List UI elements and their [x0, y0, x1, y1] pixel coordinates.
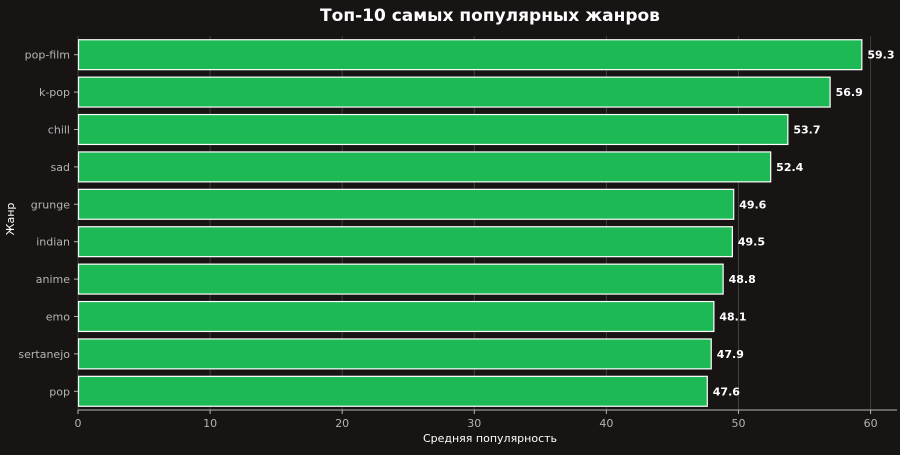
bar-emo [77, 300, 715, 333]
y-axis-label: Жанр [4, 203, 17, 236]
x-tick-label: 60 [864, 417, 878, 430]
value-label-grunge: 49.6 [739, 198, 766, 211]
value-label-indian: 49.5 [738, 236, 765, 249]
bar-grunge [77, 188, 735, 220]
y-tick-label-anime: anime [36, 273, 70, 286]
y-tick-label-pop: pop [49, 385, 70, 398]
bar-sad [77, 151, 772, 183]
chart-title: Топ-10 самых популярных жанров [320, 6, 660, 26]
y-tick-label-sertanejo: sertanejo [18, 348, 70, 361]
y-tick-label-k-pop: k-pop [39, 86, 70, 99]
value-label-pop-film: 59.3 [867, 49, 894, 62]
bar-pop-film [77, 39, 863, 71]
value-label-k-pop: 56.9 [836, 86, 863, 99]
x-tick-label: 0 [75, 417, 82, 430]
x-tick-label: 50 [731, 417, 745, 430]
bar-chill [77, 113, 789, 146]
x-tick-label: 20 [335, 417, 349, 430]
value-label-pop: 47.6 [713, 385, 740, 398]
x-tick-label: 40 [599, 417, 613, 430]
value-label-anime: 48.8 [729, 273, 756, 286]
y-tick-label-indian: indian [36, 236, 70, 249]
value-labels: 59.3 56.9 53.7 52.4 49.6 49.5 48.8 48.1 47.9 47.6 [713, 49, 895, 399]
y-tick-label-chill: chill [48, 124, 70, 137]
y-tick-label-pop-film: pop-film [25, 49, 70, 62]
x-axis-label: Средняя популярность [423, 432, 557, 445]
value-label-sad: 52.4 [776, 161, 803, 174]
y-tick-labels: pop-film k-pop chill sad grunge indian anime em… [18, 49, 78, 398]
value-label-sertanejo: 47.9 [717, 348, 744, 361]
bar-anime [77, 263, 724, 295]
y-tick-label-sad: sad [51, 161, 70, 174]
bar-pop [77, 375, 708, 407]
x-tick-label: 10 [203, 417, 217, 430]
x-tick-labels: 0 10 20 30 40 50 60 [75, 410, 878, 430]
bars [77, 39, 863, 407]
bar-indian [77, 226, 733, 258]
value-label-emo: 48.1 [719, 311, 746, 324]
y-tick-label-grunge: grunge [31, 198, 70, 211]
bar-k-pop [77, 76, 831, 108]
bar-sertanejo [77, 338, 712, 370]
y-tick-label-emo: emo [46, 311, 70, 324]
value-label-chill: 53.7 [793, 124, 820, 137]
x-tick-label: 30 [467, 417, 481, 430]
